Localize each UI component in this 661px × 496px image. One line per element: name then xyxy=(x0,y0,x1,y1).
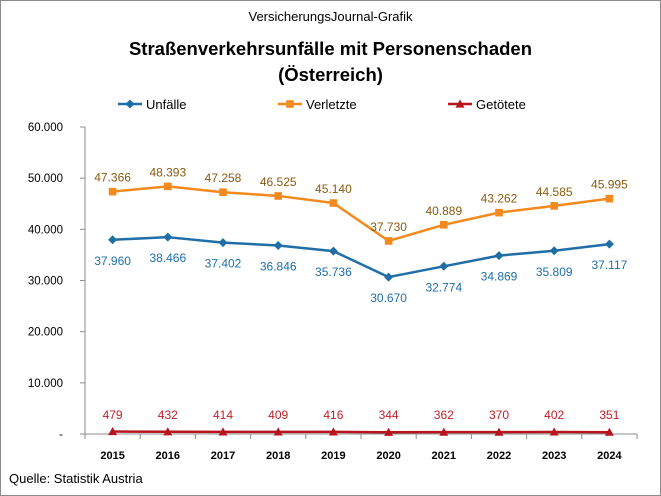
data-label: 37.402 xyxy=(205,257,242,271)
data-point xyxy=(164,182,172,191)
data-point xyxy=(163,427,173,436)
x-tick-label: 2020 xyxy=(376,450,400,462)
x-tick-label: 2021 xyxy=(432,450,456,462)
x-tick-label: 2019 xyxy=(321,450,345,462)
data-label: 45.140 xyxy=(315,182,352,196)
data-point xyxy=(273,240,283,250)
x-tick-label: 2024 xyxy=(597,450,622,462)
data-point xyxy=(328,427,338,436)
data-point xyxy=(549,246,559,256)
data-point xyxy=(605,194,614,203)
x-tick-label: 2016 xyxy=(156,450,180,462)
data-label: 44.585 xyxy=(536,185,573,199)
data-label: 30.670 xyxy=(370,291,407,305)
data-label: 362 xyxy=(434,408,454,422)
data-point xyxy=(440,220,448,229)
y-tick-label: 10.000 xyxy=(28,378,63,390)
y-tick-label: 30.000 xyxy=(28,276,63,288)
data-point xyxy=(384,427,394,436)
data-point xyxy=(163,232,173,242)
data-label: 37.730 xyxy=(370,220,407,234)
data-label: 344 xyxy=(379,408,399,422)
data-label: 416 xyxy=(323,408,343,422)
data-point xyxy=(494,251,504,261)
x-tick-label: 2015 xyxy=(100,450,124,462)
data-point xyxy=(604,427,614,436)
data-point xyxy=(604,239,614,249)
y-tick-label: - xyxy=(59,429,63,441)
data-label: 47.258 xyxy=(205,171,242,185)
data-point xyxy=(329,199,338,207)
data-label: 351 xyxy=(599,408,619,422)
data-point xyxy=(439,427,449,436)
data-label: 43.262 xyxy=(481,192,518,206)
data-label: 432 xyxy=(158,408,178,422)
chart-title-line1: Straßenverkehrsunfälle mit Personenschad… xyxy=(128,38,533,59)
chart-title-line2: (Österreich) xyxy=(278,64,383,85)
y-tick-label: 40.000 xyxy=(28,224,63,236)
data-label: 409 xyxy=(268,408,288,422)
data-label: 48.393 xyxy=(149,165,186,179)
data-label: 46.525 xyxy=(260,175,297,189)
data-point xyxy=(550,202,558,210)
data-point xyxy=(218,238,228,248)
data-label: 37.960 xyxy=(94,254,131,268)
data-label: 32.774 xyxy=(425,280,462,294)
data-point xyxy=(108,187,117,196)
legend-marker xyxy=(286,100,294,108)
data-point xyxy=(218,427,228,436)
legend-label: Unfälle xyxy=(146,97,186,112)
data-label: 47.366 xyxy=(94,171,131,185)
data-point xyxy=(108,427,118,436)
x-tick-label: 2022 xyxy=(487,450,511,462)
data-label: 37.117 xyxy=(591,258,627,272)
x-tick-label: 2023 xyxy=(542,450,566,462)
data-label: 35.809 xyxy=(536,265,573,279)
data-point xyxy=(274,192,282,200)
legend-marker xyxy=(455,99,465,108)
data-point xyxy=(328,246,338,256)
data-label: 38.466 xyxy=(149,251,186,265)
data-label: 36.846 xyxy=(260,259,297,273)
x-tick-label: 2017 xyxy=(211,450,235,462)
legend-marker xyxy=(125,99,135,109)
data-label: 35.736 xyxy=(315,265,352,279)
brand-label: VersicherungsJournal-Grafik xyxy=(248,9,413,24)
data-point xyxy=(549,427,559,436)
data-point xyxy=(384,272,394,282)
data-label: 370 xyxy=(489,408,509,422)
data-label: 34.869 xyxy=(481,270,518,284)
legend-label: Verletzte xyxy=(306,97,357,112)
data-label: 402 xyxy=(544,408,564,422)
y-tick-label: 50.000 xyxy=(28,173,63,185)
legend-label: Getötete xyxy=(476,97,526,112)
y-tick-label: 20.000 xyxy=(28,327,63,339)
data-label: 414 xyxy=(213,408,233,422)
chart-title: Straßenverkehrsunfälle mit Personenschad… xyxy=(0,36,661,88)
data-point xyxy=(108,235,118,245)
data-point xyxy=(384,237,393,245)
series-line xyxy=(112,430,610,434)
source-note: Quelle: Statistik Austria xyxy=(9,471,143,486)
data-label: 40.889 xyxy=(425,204,462,218)
data-point xyxy=(273,427,283,436)
data-point xyxy=(494,427,504,436)
series-line xyxy=(112,235,610,279)
data-label: 45.995 xyxy=(591,178,628,192)
data-point xyxy=(219,188,227,196)
x-tick-label: 2018 xyxy=(266,450,290,462)
y-tick-label: 60.000 xyxy=(28,122,63,134)
data-point xyxy=(439,261,449,271)
data-label: 479 xyxy=(103,408,123,422)
series-line xyxy=(112,185,610,243)
data-point xyxy=(495,208,503,217)
